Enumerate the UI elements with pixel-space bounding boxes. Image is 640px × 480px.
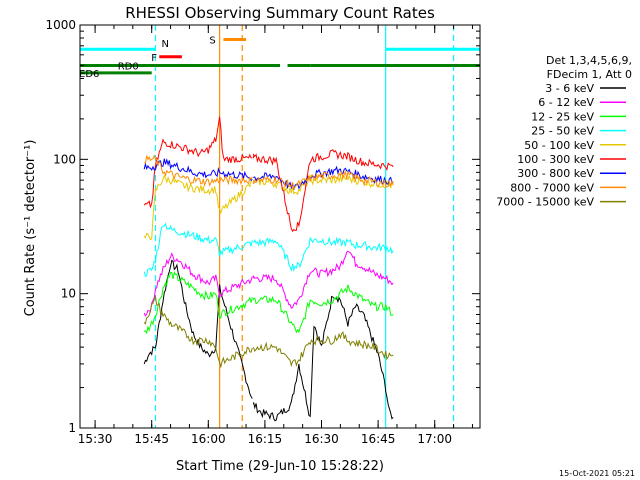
chart-title: RHESSI Observing Summary Count Rates — [125, 4, 435, 22]
legend-label: 12 - 25 keV — [531, 110, 594, 123]
series-line — [144, 154, 394, 191]
legend: Det 1,3,4,5,6,9, FDecim 1, Att 0 3 - 6 k… — [496, 54, 632, 209]
series-line — [143, 250, 394, 317]
x-axis-label: Start Time (29-Jun-10 15:28:22) — [176, 459, 384, 474]
y-axis-label: Count Rate (s⁻¹ detector⁻¹) — [23, 140, 38, 317]
x-tick-label: 15:30 — [78, 432, 113, 446]
flag-label: F — [151, 53, 157, 64]
y-tick-label: 1000 — [45, 18, 76, 32]
x-tick-label: 17:00 — [417, 432, 452, 446]
y-tick-label: 100 — [53, 152, 76, 166]
axes-layer: 15:30 15:45 16:00 16:15 16:30 16:45 17:00 1 10 10… — [45, 18, 481, 446]
flags-layer: NF S RD0 ED6 — [79, 35, 480, 80]
legend-label: 6 - 12 keV — [538, 96, 594, 109]
legend-header-line-1: Det 1,3,4,5,6,9, — [546, 54, 632, 67]
legend-label: 800 - 7000 keV — [510, 181, 594, 194]
series-layer — [143, 25, 455, 428]
series-line — [143, 294, 394, 369]
legend-label: 50 - 100 keV — [524, 139, 594, 152]
plot-area — [80, 25, 480, 428]
series-line — [143, 116, 394, 233]
plot-frame — [79, 24, 481, 429]
flag-label: RD0 — [118, 61, 139, 72]
legend-label: 25 - 50 keV — [531, 125, 594, 138]
legend-label: 3 - 6 keV — [545, 82, 594, 95]
y-tick-label: 10 — [61, 287, 76, 301]
generated-timestamp: 15-Oct-2021 05:21 — [559, 469, 635, 478]
legend-label: 100 - 300 keV — [517, 153, 594, 166]
x-tick-label: 16:45 — [361, 432, 396, 446]
y-tick-label: 1 — [68, 421, 76, 435]
x-tick-label: 15:45 — [134, 432, 169, 446]
flag-label: N — [161, 39, 168, 50]
legend-label: 300 - 800 keV — [517, 167, 594, 180]
x-tick-label: 16:00 — [191, 432, 226, 446]
flag-label: ED6 — [79, 69, 99, 80]
legend-label: 7000 - 15000 keV — [496, 196, 594, 209]
series-line — [143, 271, 394, 335]
flag-label: S — [209, 35, 215, 46]
plot-background — [80, 25, 480, 428]
legend-header-line-2: FDecim 1, Att 0 — [547, 68, 632, 81]
series-line — [143, 222, 394, 277]
x-tick-label: 16:30 — [304, 432, 339, 446]
x-tick-label: 16:15 — [248, 432, 283, 446]
